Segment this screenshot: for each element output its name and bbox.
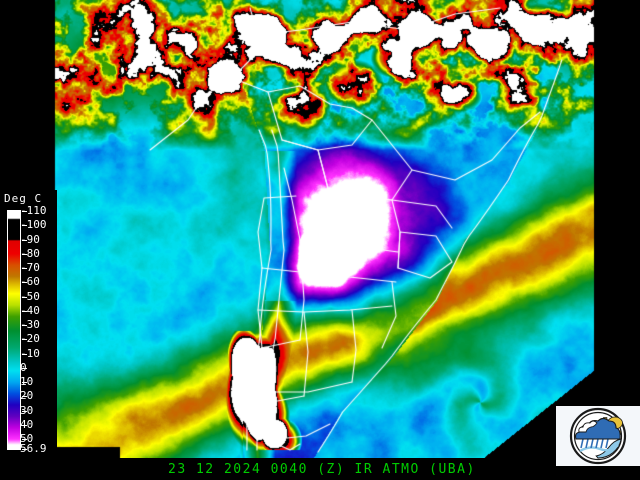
colorbar-tick-label: -80: [20, 246, 40, 260]
colorbar-tick-label: 20: [20, 389, 34, 403]
colorbar-tick-label: -110: [20, 204, 47, 217]
colorbar-tick: [22, 296, 27, 298]
colorbar-title: Deg C: [4, 192, 43, 205]
atmo-uba-logo: [556, 406, 640, 466]
infrared-satellite-canvas: [0, 0, 640, 458]
colorbar-tick: [22, 367, 27, 369]
colorbar-tick: [22, 239, 27, 241]
colorbar-tick: [22, 353, 27, 355]
colorbar-gradient-strip: [7, 210, 21, 450]
colorbar-tick: [22, 424, 27, 426]
colorbar-tick: [22, 310, 27, 312]
colorbar-tick: [22, 253, 27, 255]
colorbar-tick-label: -70: [20, 261, 40, 274]
colorbar-tick-label: 50: [20, 432, 34, 446]
footer-bar: 23 12 2024 0040 (Z) IR ATMO (UBA): [0, 458, 640, 480]
colorbar-tick: [22, 339, 27, 341]
colorbar-tick-label: -20: [20, 332, 40, 346]
colorbar-tick-label: 40: [20, 417, 34, 431]
colorbar-tick: [22, 439, 27, 441]
colorbar-tick-label: 0: [20, 360, 27, 374]
colorbar-tick: [22, 410, 27, 412]
colorbar-tick: [22, 225, 27, 227]
colorbar-tick-label: -30: [20, 318, 40, 332]
colorbar-tick-label: -90: [20, 232, 40, 246]
colorbar-tick: [22, 325, 27, 327]
colorbar-tick: [22, 449, 27, 450]
colorbar-tick-label: 10: [20, 375, 34, 389]
colorbar-tick: [22, 396, 27, 398]
colorbar-tick-label: 30: [20, 403, 34, 417]
colorbar-tick-label: -10: [20, 346, 40, 360]
colorbar-tick: [22, 268, 27, 269]
timestamp-label: 23 12 2024 0040 (Z) IR ATMO (UBA): [168, 462, 476, 477]
colorbar-tick: [22, 282, 27, 284]
colorbar-tick: [22, 211, 27, 212]
colorbar-tick-label: -40: [20, 303, 40, 317]
temperature-colorbar: Deg C -110 -100 -90 -80 -70 -60 -50 -40 -30 -20 -1…: [0, 190, 57, 458]
colorbar-tick: [22, 382, 27, 384]
colorbar-tick-label: -60: [20, 275, 40, 289]
colorbar-tick-label: 56.9: [20, 442, 47, 455]
colorbar-tick-label: -50: [20, 289, 40, 303]
colorbar-tick-label: -100: [20, 218, 47, 232]
weather-logo-icon: [569, 407, 627, 465]
satellite-image-panel: [0, 0, 640, 458]
